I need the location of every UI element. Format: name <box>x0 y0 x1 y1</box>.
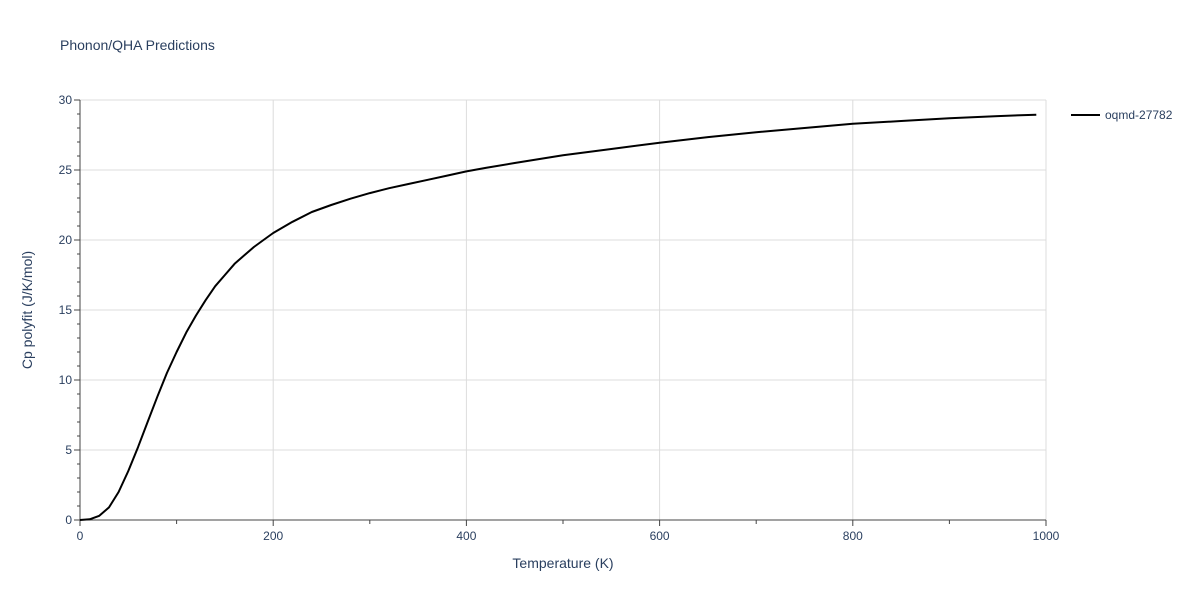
legend[interactable]: oqmd-27782 <box>1071 108 1173 122</box>
y-axis-title: Cp polyfit (J/K/mol) <box>19 251 35 369</box>
grid-layer <box>80 99 1047 520</box>
x-tick-label: 400 <box>456 529 476 543</box>
y-tick-label: 15 <box>59 303 73 317</box>
x-tick-label: 200 <box>263 529 283 543</box>
chart-title: Phonon/QHA Predictions <box>60 37 215 53</box>
y-tick-label: 10 <box>59 373 73 387</box>
x-axis-title: Temperature (K) <box>512 555 613 571</box>
x-tick-label: 1000 <box>1033 529 1060 543</box>
series-layer <box>79 113 1037 521</box>
axis-layer: 0 200 400 600 800 1000 0 5 10 15 20 25 30 <box>59 93 1060 543</box>
legend-label[interactable]: oqmd-27782 <box>1105 108 1173 122</box>
y-tick-label: 0 <box>65 513 72 527</box>
y-tick-label: 5 <box>65 443 72 457</box>
x-tick-label: 800 <box>843 529 863 543</box>
y-tick-label: 20 <box>59 233 73 247</box>
x-tick-label: 0 <box>77 529 84 543</box>
y-tick-label: 30 <box>59 93 73 107</box>
series-line-oqmd-27782 <box>79 113 1037 521</box>
y-tick-label: 25 <box>59 163 73 177</box>
x-tick-label: 600 <box>650 529 670 543</box>
